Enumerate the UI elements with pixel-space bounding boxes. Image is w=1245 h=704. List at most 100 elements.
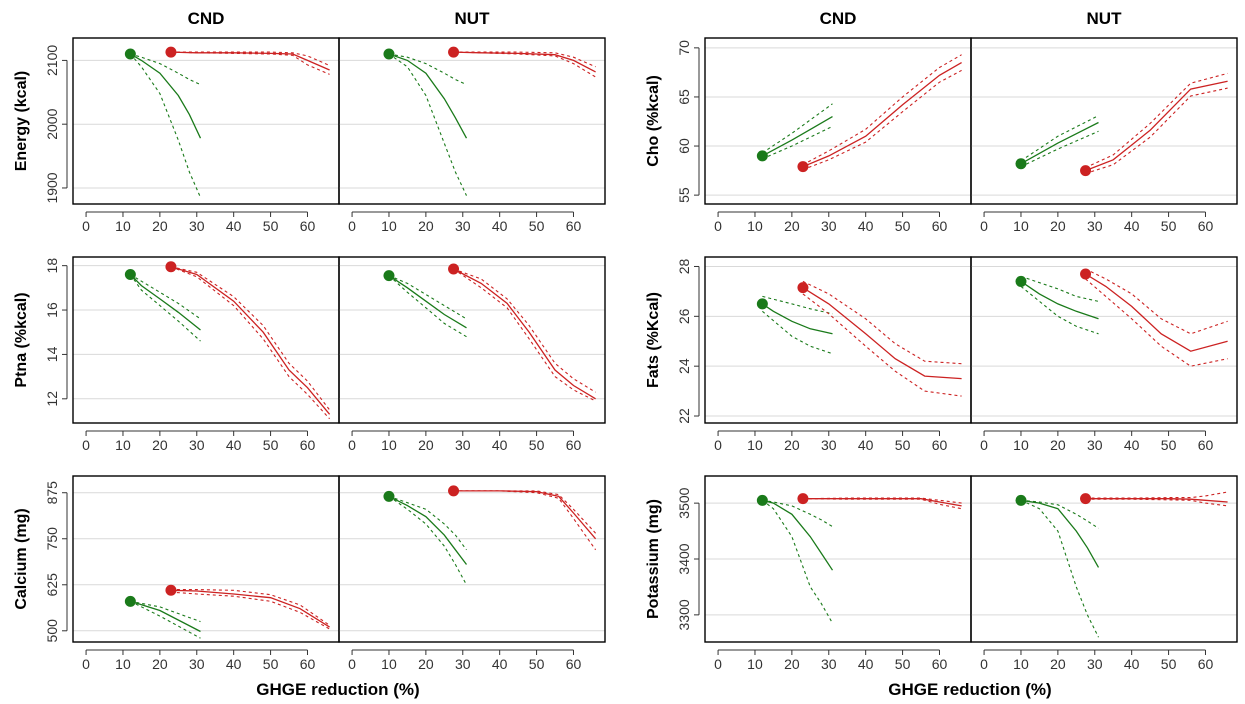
green-lower-bound-line [762,499,833,624]
panel-frame [970,475,1238,643]
green-lower-bound-line [388,275,467,338]
column-title-nut-left: NUT [455,9,491,28]
x-tick-label: 30 [455,218,471,234]
x-tick-label: 60 [1198,218,1214,234]
green-lower-bound-line [1020,285,1099,335]
green-series-line [388,275,467,329]
x-tick-label: 10 [115,218,131,234]
red-lower-bound-line [453,51,596,78]
x-tick-label: 10 [115,656,131,672]
x-tick-label: 50 [1161,218,1177,234]
chart-2: Ptna (%kcal) 0 10 20 30 40 50 60 12 14 16 18 0 10 20 30… [13,256,606,453]
panel-cnd: 0 10 20 30 40 50 60 12 14 16 18 [44,256,340,453]
red-series-line [453,268,596,400]
panel-nut: 0 10 20 30 40 50 60 [970,475,1238,672]
x-tick-label: 30 [1087,656,1103,672]
x-axis-label-left: GHGE reduction (%) [256,680,419,699]
series-group [124,584,330,639]
green-start-point [1015,494,1027,506]
x-tick-label: 10 [747,218,763,234]
red-start-point [797,282,809,294]
panel-frame [704,256,972,424]
red-series-line [170,589,330,628]
x-tick-label: 0 [82,656,90,672]
x-tick-label: 0 [82,437,90,453]
green-upper-bound-line [1020,115,1099,162]
y-tick-label: 500 [44,619,60,643]
x-tick-label: 20 [784,656,800,672]
green-upper-bound-line [762,499,833,528]
y-tick-label: 22 [676,408,692,424]
y-axis-label: Cho (%kcal) [645,75,662,167]
green-lower-bound-line [388,53,467,196]
panel-nut: 0 10 20 30 40 50 60 [338,256,606,453]
panel-frame [72,475,340,643]
green-series-line [388,53,468,139]
x-axis-labels: GHGE reduction (%) GHGE reduction (%) [256,680,1051,699]
series-group [1015,268,1228,367]
y-tick-label: 1900 [44,172,60,203]
panel-nut: 0 10 20 30 40 50 60 [338,37,606,234]
red-start-point [1080,268,1092,280]
y-axis-label: Energy (kcal) [13,71,30,171]
red-start-point [448,485,460,497]
x-tick-label: 0 [980,656,988,672]
x-tick-label: 60 [1198,656,1214,672]
x-tick-label: 40 [226,656,242,672]
x-tick-label: 20 [418,218,434,234]
green-series-line [130,53,202,139]
green-upper-bound-line [1020,499,1099,529]
red-lower-bound-line [170,51,330,75]
x-tick-label: 30 [189,656,205,672]
green-series-line [762,303,833,335]
series-group [383,263,596,402]
x-tick-label: 0 [980,218,988,234]
y-tick-label: 3500 [676,487,692,518]
green-start-point [383,490,395,502]
green-series-line [762,499,834,571]
x-tick-label: 20 [152,656,168,672]
x-tick-label: 10 [747,656,763,672]
green-start-point [756,298,768,310]
x-tick-label: 10 [1013,656,1029,672]
x-tick-label: 0 [348,218,356,234]
red-upper-bound-line [453,268,596,393]
red-upper-bound-line [1085,268,1228,335]
red-series-line [802,287,962,380]
red-start-point [165,261,177,273]
green-upper-bound-line [388,275,467,320]
column-titles: CND NUT CND NUT [188,9,1122,28]
x-tick-label: 40 [1124,218,1140,234]
x-tick-label: 30 [455,656,471,672]
y-tick-label: 3400 [676,543,692,574]
x-tick-label: 20 [1050,656,1066,672]
green-lower-bound-line [129,53,202,198]
x-tick-label: 30 [1087,218,1103,234]
y-tick-label: 28 [676,258,692,274]
red-start-point [797,493,809,505]
red-lower-bound-line [802,69,962,171]
x-tick-label: 50 [529,437,545,453]
x-tick-label: 10 [381,437,397,453]
green-series-line [129,274,201,331]
red-lower-bound-line [453,490,597,551]
x-tick-label: 60 [300,437,316,453]
green-upper-bound-line [388,53,467,86]
red-upper-bound-line [802,54,962,166]
x-tick-label: 10 [1013,437,1029,453]
x-tick-label: 40 [1124,437,1140,453]
x-tick-label: 30 [821,437,837,453]
x-tick-label: 30 [1087,437,1103,453]
x-tick-label: 50 [1161,656,1177,672]
green-series-line [130,600,201,633]
green-start-point [756,494,768,506]
x-tick-label: 0 [714,218,722,234]
panel-cnd: 0 10 20 30 40 50 60 55 60 65 70 [676,37,972,234]
red-upper-bound-line [802,280,962,365]
x-tick-label: 40 [1124,656,1140,672]
green-start-point [383,48,395,60]
y-tick-label: 14 [44,346,60,362]
green-upper-bound-line [762,295,833,315]
x-tick-label: 60 [300,656,316,672]
